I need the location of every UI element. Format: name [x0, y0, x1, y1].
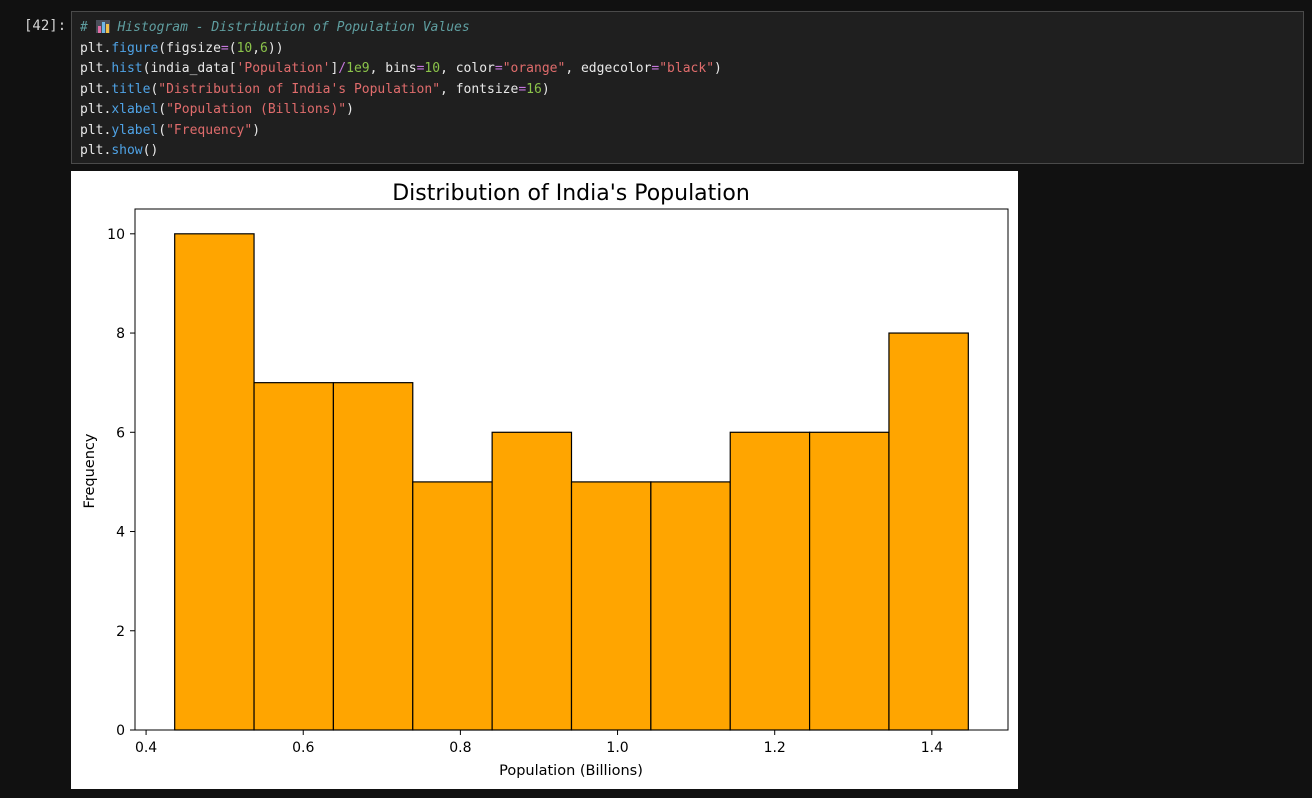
histogram-bar-6	[570, 481, 652, 731]
comment-prefix: #	[80, 20, 96, 35]
x-ticks-group: 0.4 0.6 0.8 1.0 1.2 1.4	[135, 730, 943, 756]
code-line-1: # Histogram - Distribution of Population…	[80, 18, 1295, 39]
code-line-4: plt.title("Distribution of India's Popul…	[80, 81, 550, 97]
chart-title: Distribution of India's Population	[392, 181, 750, 206]
x-tick-label: 1.0	[606, 740, 628, 756]
code-cell-input[interactable]: # Histogram - Distribution of Population…	[71, 11, 1304, 164]
code-line-5: plt.xlabel("Population (Billions)")	[80, 102, 354, 117]
bars-group	[174, 233, 969, 731]
histogram-bar-4	[412, 481, 493, 731]
histogram-bar-2	[253, 382, 335, 731]
x-tick-label: 0.4	[135, 740, 157, 756]
y-tick-label: 0	[116, 723, 125, 739]
plot-frame	[134, 208, 1009, 731]
cell-prompt: [42]:	[24, 18, 67, 34]
x-tick-label: 1.2	[764, 740, 786, 756]
histogram-bar-5	[491, 431, 573, 731]
x-tick-label: 1.4	[921, 740, 943, 756]
y-axis-label: Frequency	[82, 433, 98, 508]
y-tick-label: 2	[116, 624, 125, 640]
code-line-3: plt.hist(india_data['Population']/1e9, b…	[80, 61, 722, 76]
histogram-bar-3	[332, 382, 414, 731]
y-ticks-group: 0 2 4 6 8 10	[107, 227, 135, 739]
x-axis-label: Population (Billions)	[499, 763, 643, 779]
histogram-bar-8	[729, 431, 811, 731]
x-tick-label: 0.8	[449, 740, 471, 756]
x-tick-label: 0.6	[292, 740, 314, 756]
y-tick-label: 4	[116, 525, 125, 541]
histogram-chart: Distribution of India's Population 0.4 0.…	[82, 181, 1009, 779]
cell-output: Distribution of India's Population 0.4 0.…	[71, 171, 1018, 789]
histogram-bar-7	[650, 481, 731, 731]
bar-chart-emoji-icon	[95, 20, 110, 33]
y-tick-label: 10	[107, 227, 125, 243]
code-line-6: plt.ylabel("Frequency")	[80, 122, 261, 138]
y-tick-label: 6	[116, 425, 125, 441]
comment-text: Histogram - Distribution of Population V…	[117, 20, 470, 35]
code-line-7: plt.show()	[80, 143, 159, 158]
code-line-2: plt.figure(figsize=(10,6))	[80, 40, 284, 56]
y-tick-label: 8	[116, 326, 125, 342]
histogram-bar-9	[808, 431, 890, 731]
histogram-bar-1	[174, 233, 255, 731]
histogram-bar-10	[888, 332, 969, 731]
